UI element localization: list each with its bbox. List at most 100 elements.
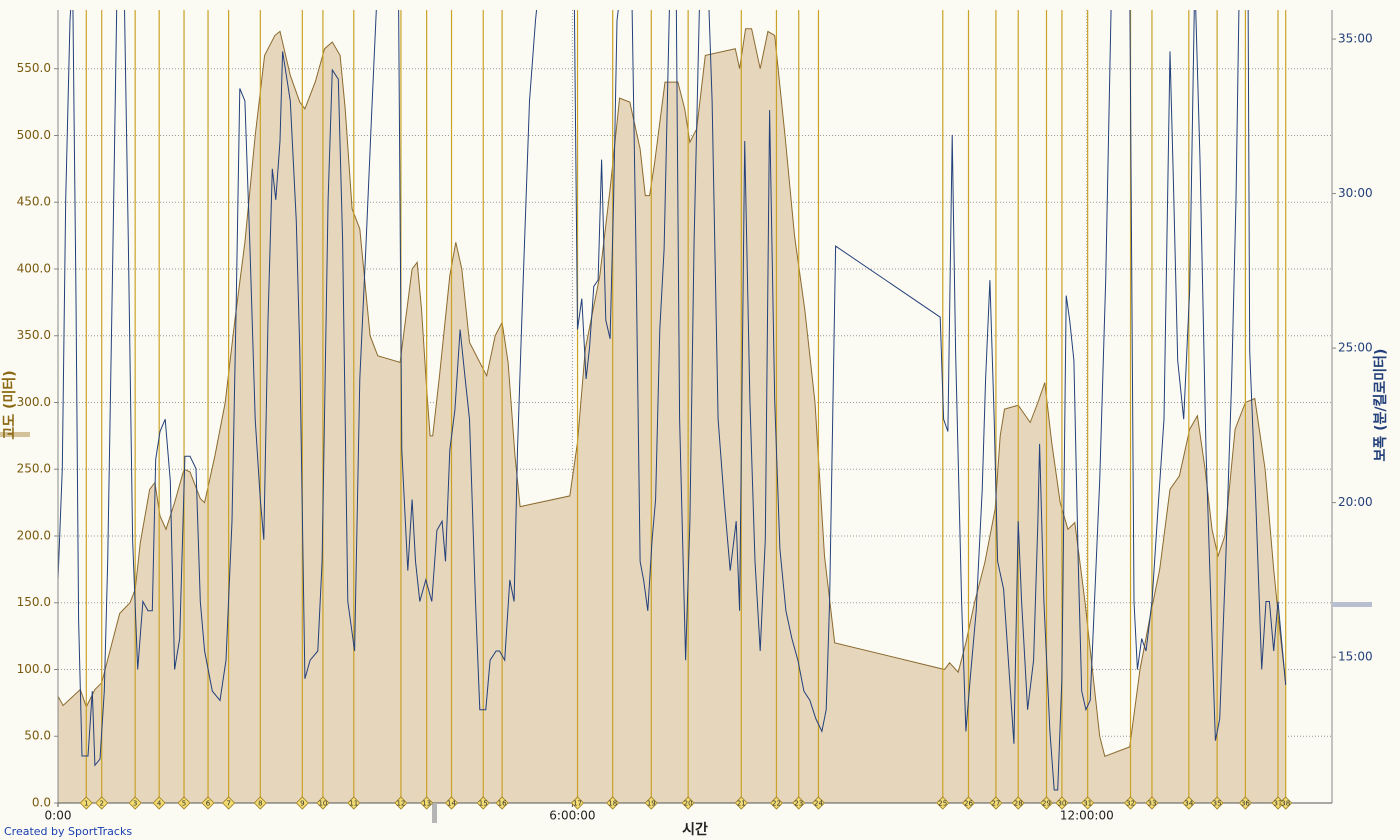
lap-label: 12 — [396, 800, 405, 808]
y-tick-label: 100.0 — [17, 662, 51, 676]
lap-marker — [989, 796, 1003, 810]
y-tick-label: 200.0 — [17, 528, 51, 542]
x-tick-label: 12:00:00 — [1060, 809, 1114, 823]
lap-marker — [1055, 796, 1069, 810]
lap-label: 37 — [1274, 800, 1283, 808]
y2-tick-label: 35:00 — [1338, 32, 1373, 46]
y-slider[interactable] — [0, 432, 30, 437]
y2-tick-label: 25:00 — [1338, 341, 1373, 355]
lap-label: 31 — [1083, 800, 1092, 808]
lap-marker — [811, 796, 826, 810]
lap-label: 9 — [300, 800, 304, 808]
lap-label: 25 — [938, 800, 947, 808]
lap-marker — [177, 796, 191, 810]
lap-marker — [734, 796, 748, 810]
lap-label: 30 — [1057, 800, 1066, 808]
lap-label: 23 — [794, 800, 803, 808]
lap-marker — [316, 796, 330, 810]
lap-label: 24 — [814, 800, 823, 808]
lap-label: 26 — [964, 800, 973, 808]
x-tick-label: 0:00 — [45, 809, 72, 823]
lap-marker — [1210, 796, 1224, 810]
lap-label: 4 — [157, 800, 162, 808]
lap-marker — [1011, 796, 1025, 810]
y-axis-title: 고도 (미터) — [2, 370, 18, 439]
lap-label: 1 — [84, 800, 88, 808]
lap-label: 17 — [573, 800, 582, 808]
y-tick-label: 550.0 — [17, 61, 51, 75]
lap-label: 15 — [479, 800, 488, 808]
lap-marker — [1039, 796, 1054, 810]
lap-marker — [769, 796, 784, 810]
lap-label: 38 — [1281, 800, 1290, 808]
lap-label: 21 — [737, 800, 746, 808]
lap-marker — [792, 796, 806, 810]
lap-marker — [476, 796, 490, 810]
y2-tick-label: 20:00 — [1338, 495, 1373, 509]
lap-marker — [1279, 796, 1293, 810]
pace-line — [58, 10, 1287, 791]
axes — [57, 10, 1333, 804]
lap-label: 10 — [318, 800, 327, 808]
x-tick-label: 6:00:00 — [549, 809, 595, 823]
lap-label: 13 — [422, 800, 431, 808]
lap-label: 14 — [447, 800, 456, 808]
lap-label: 33 — [1147, 800, 1156, 808]
lap-label: 22 — [772, 800, 781, 808]
y-tick-label: 0.0 — [32, 796, 51, 810]
lap-marker — [253, 796, 267, 810]
lap-label: 19 — [647, 800, 656, 808]
lap-label: 8 — [258, 800, 262, 808]
lap-label: 5 — [182, 800, 186, 808]
x-axis-title: 시간 — [682, 821, 708, 838]
y-tick-label: 500.0 — [17, 128, 51, 142]
y2-slider[interactable] — [1332, 602, 1372, 607]
y-tick-label: 150.0 — [17, 595, 51, 609]
lap-label: 6 — [206, 800, 211, 808]
lap-label: 16 — [498, 800, 507, 808]
lap-label: 27 — [991, 800, 1000, 808]
lap-marker — [420, 796, 434, 810]
lap-marker — [222, 796, 236, 810]
lap-marker — [1081, 796, 1095, 810]
plot-area — [58, 10, 1332, 803]
y-tick-label: 300.0 — [17, 395, 51, 409]
lap-marker — [79, 796, 93, 810]
elevation-area — [58, 28, 1286, 803]
lap-marker — [1123, 796, 1138, 810]
lap-label: 32 — [1126, 800, 1135, 808]
lap-label: 29 — [1042, 800, 1051, 808]
lap-label: 28 — [1014, 800, 1023, 808]
lap-marker — [295, 796, 309, 810]
lap-label: 11 — [349, 800, 358, 808]
lap-marker — [444, 796, 459, 810]
lap-label: 35 — [1213, 800, 1222, 808]
y-tick-label: 350.0 — [17, 328, 51, 342]
lap-marker — [606, 796, 620, 810]
lap-marker — [961, 796, 976, 810]
footer-link[interactable]: Created by SportTracks — [4, 825, 132, 838]
lap-marker — [681, 796, 695, 810]
x-slider[interactable] — [432, 803, 437, 823]
lap-marker — [495, 796, 509, 810]
lap-marker — [128, 796, 142, 810]
lap-label: 36 — [1241, 800, 1250, 808]
y-tick-label: 400.0 — [17, 261, 51, 275]
y2-axis-title: 보폭 (분/킬로미터) — [1373, 349, 1389, 462]
lap-marker — [1145, 796, 1159, 810]
lap-marker — [152, 796, 166, 810]
lap-marker — [201, 796, 215, 810]
y2-tick-label: 15:00 — [1338, 650, 1373, 664]
y2-tick-label: 30:00 — [1338, 186, 1373, 200]
lap-marker — [394, 796, 408, 810]
lap-marker — [1238, 796, 1252, 810]
lap-label: 3 — [133, 800, 137, 808]
lap-label: 20 — [684, 800, 693, 808]
lap-marker — [1182, 796, 1196, 810]
lap-marker — [644, 796, 658, 810]
lap-label: 18 — [608, 800, 617, 808]
lap-marker — [570, 796, 585, 810]
lap-label: 7 — [226, 800, 230, 808]
lap-marker — [347, 796, 361, 810]
